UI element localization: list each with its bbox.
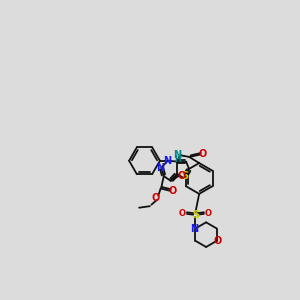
Text: O: O — [205, 208, 212, 217]
Text: O: O — [177, 171, 186, 181]
Text: S: S — [192, 210, 199, 220]
Text: N: N — [190, 224, 199, 233]
Text: O: O — [213, 236, 222, 246]
Text: N: N — [163, 156, 171, 166]
Text: S: S — [181, 171, 188, 181]
Text: N: N — [157, 163, 165, 173]
Text: H: H — [174, 155, 181, 164]
Text: N: N — [174, 150, 182, 160]
Text: O: O — [199, 149, 207, 159]
Text: O: O — [169, 186, 177, 196]
Text: O: O — [179, 208, 186, 217]
Text: O: O — [152, 194, 160, 203]
